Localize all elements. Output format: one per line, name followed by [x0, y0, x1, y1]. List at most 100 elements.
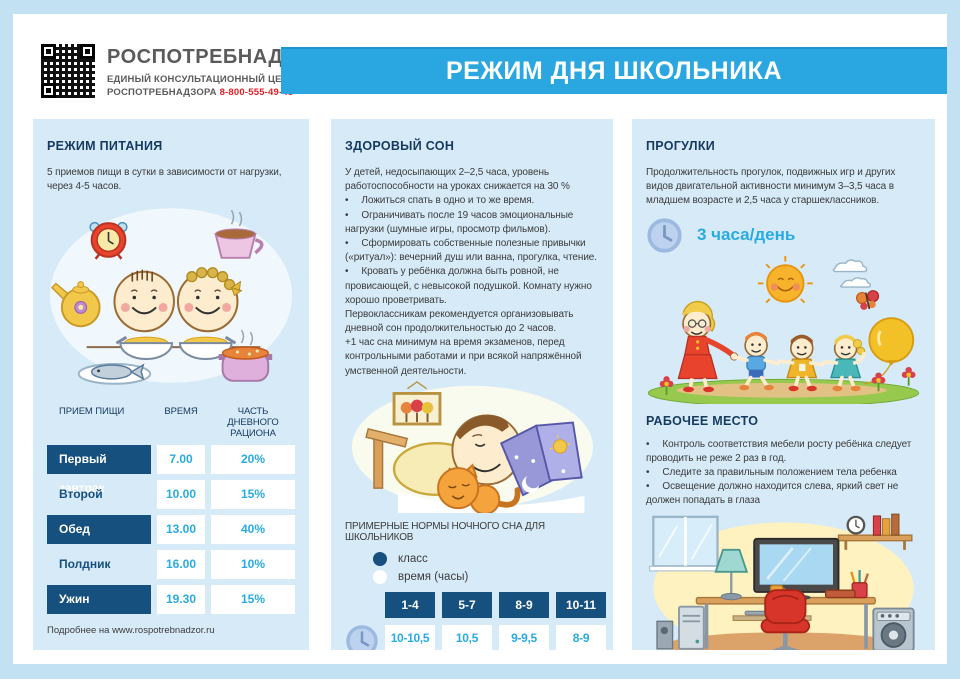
table-row: Второй завтрак 10.00 15% [47, 480, 295, 530]
clock-icon [647, 217, 682, 253]
meal-share: 15% [211, 480, 295, 510]
nutrition-intro: 5 приемов пищи в сутки в зависимости от … [47, 167, 282, 193]
family-walk-illustration [647, 255, 920, 404]
walk-duration-value: 3 часа/день [697, 225, 796, 245]
bullet-item: Кровать у ребёнка должна быть ровной, не… [345, 265, 599, 308]
qr-finder-icon [41, 44, 56, 59]
sleeping-boy-illustration [351, 380, 593, 513]
logo-title: РОСПОТРЕБНАДЗОР [107, 46, 327, 68]
bowl-icon [115, 336, 173, 361]
meal-time: 16.00 [157, 550, 205, 580]
flower-icon [901, 366, 916, 386]
workplace-title: РАБОЧЕЕ МЕСТО [646, 413, 759, 428]
meal-name: Полдник [59, 557, 111, 572]
table-row: Обед 13.00 40% [47, 515, 295, 545]
logo-subtitle-line1: ЕДИНЫЙ КОНСУЛЬТАЦИОННЫЙ ЦЕНТР [107, 74, 302, 85]
pc-tower-icon [656, 605, 705, 650]
bullet-item: Следите за правильным положением тела ре… [646, 466, 921, 480]
grade-cell: 5-7 [442, 591, 492, 618]
sleep-note: Первоклассникам рекомендуется организовы… [345, 308, 574, 335]
hours-cell: 10,5 [442, 624, 492, 650]
grade-cell: 8-9 [499, 591, 549, 618]
meal-name: Второй завтрак [59, 487, 105, 530]
qr-finder-icon [80, 44, 95, 59]
monitor-icon [753, 537, 840, 600]
picture-frame-icon [392, 380, 442, 426]
grade-cell: 10-11 [556, 591, 606, 618]
bullet-item: Контроль соответствия мебели росту ребён… [646, 438, 921, 466]
window-icon [649, 515, 722, 571]
boy-figure [734, 331, 780, 390]
logo-org-name: РОСПОТРЕБНАДЗОРА [107, 87, 220, 98]
section-sleep: ЗДОРОВЫЙ СОН У детей, недосыпающих 2–2,5… [331, 119, 613, 650]
qr-finder-icon [41, 83, 56, 98]
page-title: РЕЖИМ ДНЯ ШКОЛЬНИКА [445, 57, 782, 85]
pencil-cup-icon [824, 569, 869, 598]
cloud-icon [832, 258, 872, 288]
section-nutrition: РЕЖИМ ПИТАНИЯ 5 приемов пищи в сутки в з… [33, 119, 309, 650]
meal-share: 15% [211, 585, 295, 615]
walk-duration: 3 часа/день [646, 217, 921, 254]
banner: РЕЖИМ ДНЯ ШКОЛЬНИКА [281, 47, 947, 94]
hours-cell: 10-10,5 [385, 624, 435, 650]
section-walks: ПРОГУЛКИ Продолжительность прогулок, под… [632, 119, 935, 650]
meal-share: 10% [211, 550, 295, 580]
walks-title: ПРОГУЛКИ [646, 139, 716, 153]
dream-book-icon [499, 421, 583, 497]
flower-icon [871, 372, 886, 391]
hotline-phone: 8-800-555-49-43 [219, 87, 294, 98]
desk-lamp-icon [714, 548, 749, 600]
logo-subtitle-line2: РОСПОТРЕБНАДЗОРА 8-800-555-49-43 [107, 87, 326, 98]
office-chair-icon [760, 588, 811, 650]
table-row: Первый завтрак 7.00 20% [47, 445, 295, 495]
bullet-item: Освещение должно находится слева, яркий … [646, 480, 921, 508]
hours-cell: 8-9 [556, 624, 606, 650]
rospotrebnadzor-logo: РОСПОТРЕБНАДЗОР ЕДИНЫЙ КОНСУЛЬТАЦИОННЫЙ … [107, 46, 326, 98]
grade-cell: 1-4 [385, 591, 435, 618]
teapot-icon [50, 281, 101, 328]
legend-label: время (часы) [398, 570, 469, 583]
meal-name: Ужин [47, 585, 151, 615]
woman-figure [677, 300, 739, 392]
meal-name: Обед [47, 515, 151, 545]
meal-share: 40% [211, 515, 295, 545]
nutrition-title: РЕЖИМ ПИТАНИЯ [47, 139, 163, 153]
clock-icon [346, 625, 378, 650]
legend-class: класс [373, 551, 599, 566]
column-header-time: ВРЕМЯ [164, 406, 198, 418]
sleep-title: ЗДОРОВЫЙ СОН [345, 139, 455, 153]
bullet-item: Ложиться спать в одно и то же время. [345, 194, 599, 208]
qr-code [41, 44, 95, 98]
column-header-meal: ПРИЕМ ПИЩИ [59, 406, 125, 418]
class-dot-icon [373, 551, 387, 566]
kids-eating-illustration [49, 208, 293, 386]
flower-icon [659, 375, 674, 395]
shelf-icon [837, 513, 913, 550]
sleep-note: +1 час сна минимум на время экзаменов, п… [345, 337, 582, 377]
girl-figure [822, 334, 866, 391]
sleep-intro: У детей, недосыпающих 2–2,5 часа, уровен… [345, 167, 570, 193]
meal-time: 10.00 [157, 480, 205, 510]
meal-share: 20% [211, 445, 295, 475]
sun-icon [757, 255, 813, 303]
norms-table: 1-4 5-7 8-9 10-11 10-10,5 10,5 9-9,5 8-9 [345, 591, 606, 650]
column-header-share: ЧАСТЬ ДНЕВНОГО РАЦИОНА [227, 406, 279, 440]
legend-time: время (часы) [373, 569, 599, 584]
table-row: Полдник 16.00 10% [47, 550, 295, 580]
girl-figure [778, 334, 825, 391]
cat-illustration [437, 463, 521, 513]
fish-plate-icon [77, 363, 152, 386]
meal-time: 19.30 [157, 585, 205, 615]
meal-time: 13.00 [157, 515, 205, 545]
subwoofer-icon [872, 607, 915, 650]
hours-cell: 9-9,5 [499, 624, 549, 650]
soup-pot-icon [218, 330, 273, 383]
girl-face [176, 267, 243, 333]
bed-headboard [373, 433, 384, 489]
tea-cup-icon [214, 210, 264, 260]
butterfly-icon [855, 289, 880, 310]
bullet-item: Сформировать собственные полезные привыч… [345, 237, 599, 265]
alarm-clock-icon [89, 222, 128, 260]
workplace-illustration [649, 513, 915, 650]
walks-intro: Продолжительность прогулок, подвижных иг… [646, 167, 896, 207]
